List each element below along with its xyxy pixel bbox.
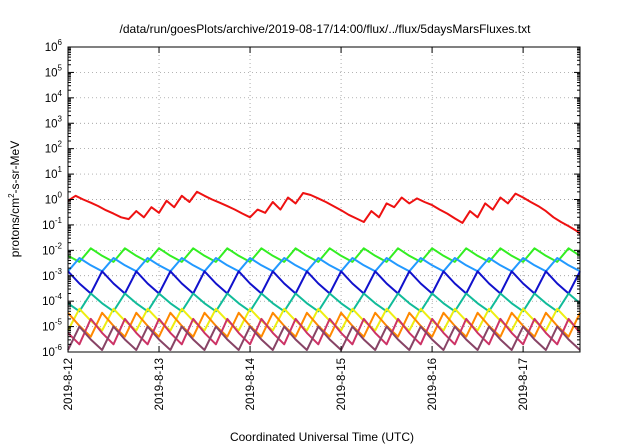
x-tick-label: 2019-8-13 xyxy=(154,358,166,410)
series-line-6 xyxy=(67,307,581,332)
series-group xyxy=(67,190,581,351)
x-tick-label: 2019-8-12 xyxy=(63,358,75,410)
y-axis-label: protons/cm2-s-sr-MeV xyxy=(7,141,22,257)
y-tick-label: 102 xyxy=(45,140,63,156)
chart-title: /data/run/goesPlots/archive/2019-08-17/1… xyxy=(120,22,532,36)
y-tick-label: 101 xyxy=(45,165,63,181)
x-tick-label: 2019-8-15 xyxy=(336,358,348,410)
y-tick-label: 105 xyxy=(45,63,63,79)
y-axis-label-unit: protons/cm xyxy=(8,198,22,257)
y-axis-label-rest: -s-sr-MeV xyxy=(8,141,22,194)
x-axis: 2019-8-12 2019-8-13 2019-8-14 2019-8-15 2019… xyxy=(63,47,530,410)
y-tick-label: 104 xyxy=(45,89,63,105)
y-tick-label: 106 xyxy=(45,38,63,54)
x-tick-label: 2019-8-14 xyxy=(245,357,257,410)
y-tick-label: 10-1 xyxy=(42,216,62,232)
x-axis-label: Coordinated Universal Time (UTC) xyxy=(230,430,414,444)
y-axis: 106 105 104 103 102 101 100 10-1 10-2 10-3 10-4 10-… xyxy=(42,38,580,359)
series-line-4 xyxy=(67,270,581,295)
series-line-5 xyxy=(67,292,581,313)
y-axis-label-exponent: 2 xyxy=(7,193,16,198)
series-line-1 xyxy=(67,190,581,235)
y-tick-label: 10-2 xyxy=(42,241,62,257)
series-line-2 xyxy=(67,247,581,263)
series-line-3 xyxy=(67,257,581,273)
x-tick-label: 2019-8-17 xyxy=(518,358,530,410)
y-tick-label: 100 xyxy=(45,191,63,207)
x-tick-label: 2019-8-16 xyxy=(427,358,439,410)
y-tick-label: 10-5 xyxy=(42,318,62,334)
y-tick-label: 103 xyxy=(45,114,63,130)
y-tick-label: 10-4 xyxy=(42,292,62,308)
series-line-9 xyxy=(67,325,581,351)
y-tick-label: 10-3 xyxy=(42,267,62,283)
y-tick-label: 10-6 xyxy=(42,343,62,359)
